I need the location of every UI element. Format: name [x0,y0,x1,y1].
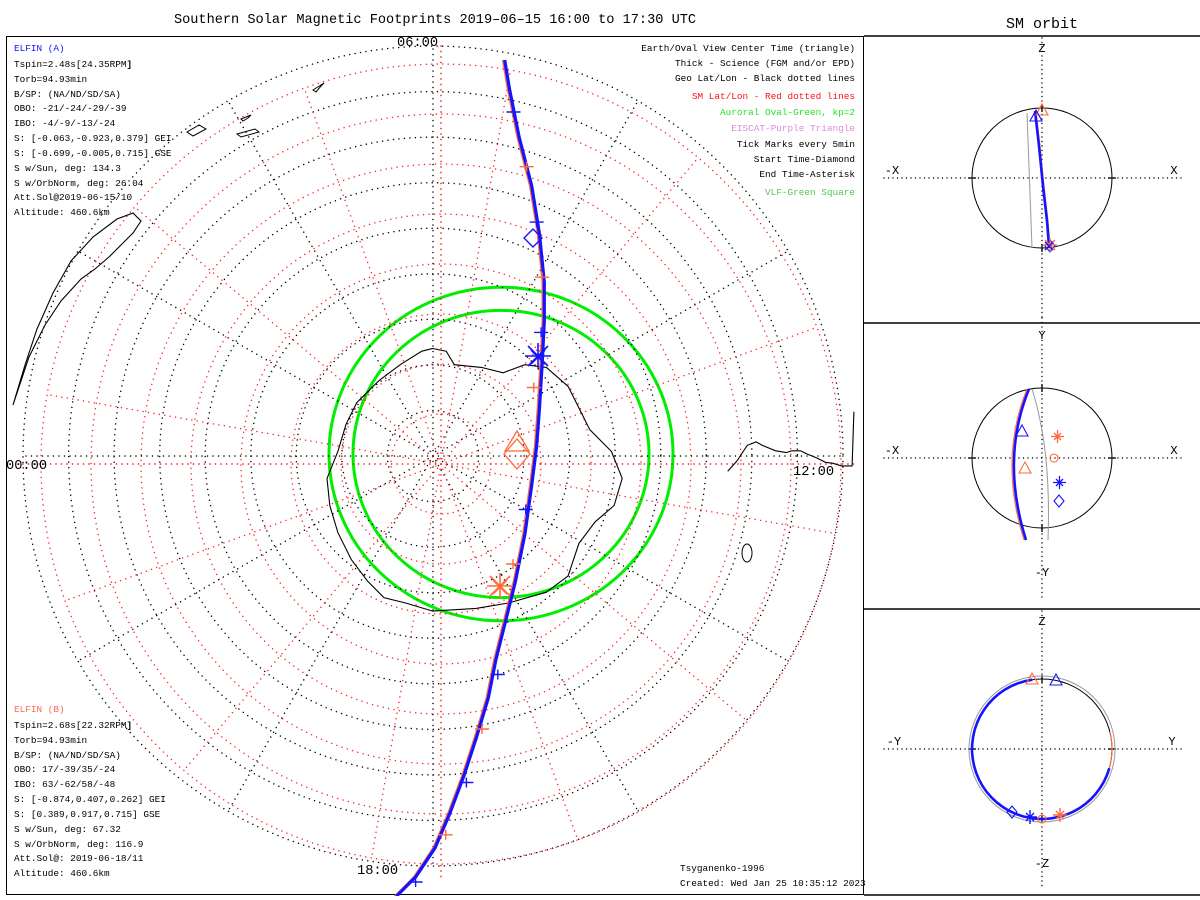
svg-text:Z: Z [1038,42,1045,56]
svg-text:Z: Z [1038,615,1045,629]
svg-text:X: X [1170,444,1177,458]
svg-text:-Y: -Y [887,735,901,749]
svg-text:-Y: -Y [1035,566,1049,580]
svg-text:SM orbit: SM orbit [1006,16,1078,33]
svg-text:-X: -X [885,444,899,458]
svg-text:-Z: -Z [1035,857,1049,871]
svg-text:Y: Y [1168,735,1175,749]
svg-text:X: X [1170,164,1177,178]
svg-text:-X: -X [885,164,899,178]
svg-text:Y: Y [1038,329,1045,343]
